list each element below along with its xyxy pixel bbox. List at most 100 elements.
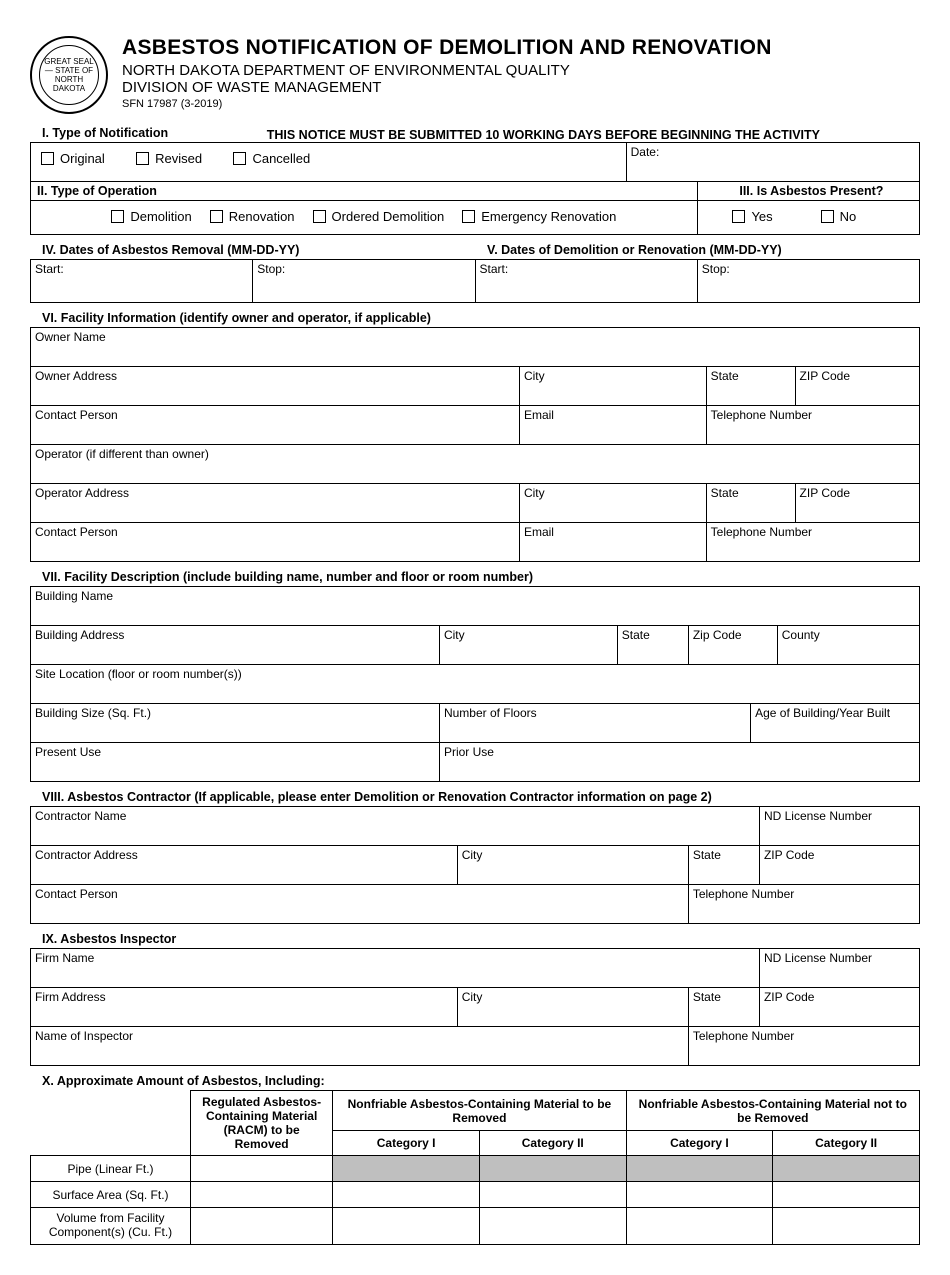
building-size-input[interactable] <box>31 720 439 742</box>
operator-address-input[interactable] <box>31 500 519 522</box>
surface-nfr-cat1-input[interactable] <box>333 1182 480 1208</box>
demo-start-input[interactable] <box>476 276 697 302</box>
contractor-phone-input[interactable] <box>689 901 919 923</box>
contractor-city-input[interactable] <box>458 862 688 884</box>
row-surface-label: Surface Area (Sq. Ft.) <box>31 1182 191 1208</box>
firm-name-input[interactable] <box>31 965 759 987</box>
section-2-3-table: II. Type of Operation III. Is Asbestos P… <box>30 182 920 235</box>
contractor-state-label: State <box>689 846 759 862</box>
contractor-contact-input[interactable] <box>31 901 688 923</box>
owner-contact-input[interactable] <box>31 422 519 444</box>
volume-nfn-cat2-input[interactable] <box>773 1208 920 1245</box>
op-emergency-reno-checkbox[interactable]: Emergency Renovation <box>462 209 616 224</box>
building-city-input[interactable] <box>440 642 617 664</box>
op-ordered-demo-checkbox[interactable]: Ordered Demolition <box>313 209 445 224</box>
asbestos-yes-checkbox[interactable]: Yes <box>732 209 772 224</box>
operator-zip-input[interactable] <box>796 500 919 522</box>
building-age-input[interactable] <box>751 720 919 742</box>
volume-nfr-cat1-input[interactable] <box>333 1208 480 1245</box>
present-use-input[interactable] <box>31 759 439 781</box>
volume-racm-input[interactable] <box>191 1208 333 1245</box>
volume-nfr-cat2-input[interactable] <box>479 1208 626 1245</box>
date-input[interactable] <box>627 159 919 181</box>
firm-city-input[interactable] <box>458 1004 688 1026</box>
site-location-input[interactable] <box>31 681 919 703</box>
surface-nfr-cat2-input[interactable] <box>479 1182 626 1208</box>
firm-address-input[interactable] <box>31 1004 457 1026</box>
pipe-nfn-cat1-cell <box>626 1156 773 1182</box>
operator-city-input[interactable] <box>520 500 706 522</box>
surface-nfn-cat2-input[interactable] <box>773 1182 920 1208</box>
nf-remove-cat1-header: Category I <box>333 1131 480 1156</box>
firm-state-input[interactable] <box>689 1004 759 1026</box>
section-8-heading: VIII. Asbestos Contractor (If applicable… <box>30 788 920 806</box>
demo-stop-input[interactable] <box>698 276 919 302</box>
contractor-address-input[interactable] <box>31 862 457 884</box>
surface-nfn-cat1-input[interactable] <box>626 1182 773 1208</box>
owner-zip-label: ZIP Code <box>796 367 919 383</box>
building-name-label: Building Name <box>31 587 919 603</box>
section-10-table: Regulated Asbestos-Containing Material (… <box>30 1090 920 1245</box>
num-floors-label: Number of Floors <box>440 704 750 720</box>
owner-address-input[interactable] <box>31 383 519 405</box>
contractor-address-label: Contractor Address <box>31 846 457 862</box>
operator-email-input[interactable] <box>520 539 706 561</box>
owner-phone-input[interactable] <box>707 422 919 444</box>
state-seal-icon: GREAT SEAL — STATE OF NORTH DAKOTA <box>30 36 108 114</box>
pipe-racm-input[interactable] <box>191 1156 333 1182</box>
removal-start-input[interactable] <box>31 276 252 302</box>
building-zip-input[interactable] <box>689 642 777 664</box>
demo-start-label: Start: <box>476 260 697 276</box>
prior-use-input[interactable] <box>440 759 919 781</box>
firm-state-label: State <box>689 988 759 1004</box>
owner-state-label: State <box>707 367 795 383</box>
operator-city-label: City <box>520 484 706 500</box>
contractor-name-input[interactable] <box>31 823 759 845</box>
operator-state-input[interactable] <box>707 500 795 522</box>
page-header: GREAT SEAL — STATE OF NORTH DAKOTA ASBES… <box>30 36 920 114</box>
contractor-license-input[interactable] <box>760 823 919 845</box>
notif-cancelled-checkbox[interactable]: Cancelled <box>233 151 310 166</box>
contractor-state-input[interactable] <box>689 862 759 884</box>
surface-racm-input[interactable] <box>191 1182 333 1208</box>
owner-zip-input[interactable] <box>796 383 919 405</box>
op-demolition-checkbox[interactable]: Demolition <box>111 209 191 224</box>
firm-zip-input[interactable] <box>760 1004 919 1026</box>
notif-original-label: Original <box>60 151 105 166</box>
num-floors-input[interactable] <box>440 720 750 742</box>
building-county-input[interactable] <box>778 642 919 664</box>
building-address-input[interactable] <box>31 642 439 664</box>
volume-nfn-cat1-input[interactable] <box>626 1208 773 1245</box>
section-6-table: Owner Name Owner Address City State ZIP … <box>30 327 920 562</box>
building-city-label: City <box>440 626 617 642</box>
operator-input[interactable] <box>31 461 919 483</box>
building-state-input[interactable] <box>618 642 688 664</box>
section-4-heading: IV. Dates of Asbestos Removal (MM-DD-YY) <box>30 241 475 259</box>
submission-notice: THIS NOTICE MUST BE SUBMITTED 10 WORKING… <box>267 128 920 142</box>
operator-phone-input[interactable] <box>707 539 919 561</box>
owner-state-input[interactable] <box>707 383 795 405</box>
operator-contact-input[interactable] <box>31 539 519 561</box>
asbestos-no-checkbox[interactable]: No <box>821 209 857 224</box>
owner-email-input[interactable] <box>520 422 706 444</box>
contractor-phone-label: Telephone Number <box>689 885 919 901</box>
owner-city-input[interactable] <box>520 383 706 405</box>
col-racm-header: Regulated Asbestos-Containing Material (… <box>191 1091 333 1156</box>
contractor-zip-input[interactable] <box>760 862 919 884</box>
notif-revised-checkbox[interactable]: Revised <box>136 151 202 166</box>
op-renovation-checkbox[interactable]: Renovation <box>210 209 295 224</box>
nf-remove-cat2-header: Category II <box>479 1131 626 1156</box>
firm-license-input[interactable] <box>760 965 919 987</box>
pipe-nfn-cat2-cell <box>773 1156 920 1182</box>
inspector-phone-input[interactable] <box>689 1043 919 1065</box>
title-block: ASBESTOS NOTIFICATION OF DEMOLITION AND … <box>122 36 772 110</box>
removal-stop-input[interactable] <box>253 276 474 302</box>
owner-phone-label: Telephone Number <box>707 406 919 422</box>
firm-name-label: Firm Name <box>31 949 759 965</box>
building-name-input[interactable] <box>31 603 919 625</box>
inspector-name-input[interactable] <box>31 1043 688 1065</box>
notif-original-checkbox[interactable]: Original <box>41 151 105 166</box>
dept-name: NORTH DAKOTA DEPARTMENT OF ENVIRONMENTAL… <box>122 62 772 79</box>
owner-name-input[interactable] <box>31 344 919 366</box>
section-2-heading: II. Type of Operation <box>31 182 697 200</box>
